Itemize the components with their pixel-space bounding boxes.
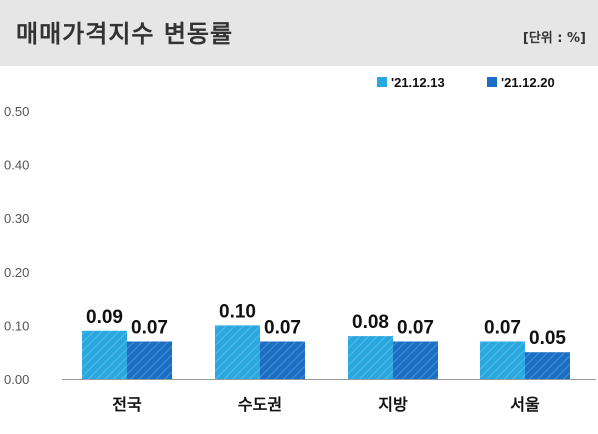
legend: '21.12.13 '21.12.20 <box>377 75 555 90</box>
bar-3-2 <box>393 341 438 379</box>
bar-2-2 <box>260 341 305 379</box>
x-axis: 전국 수도권 지방 서울 <box>62 379 596 414</box>
legend-swatch-1 <box>377 77 387 87</box>
chart-title: 매매가격지수 변동률 <box>16 20 234 48</box>
legend-label-2: '21.12.20 <box>501 75 555 90</box>
title-band <box>0 0 598 66</box>
data-label: 0.07 <box>131 317 168 338</box>
x-category-label: 서울 <box>510 395 540 414</box>
x-category-label: 지방 <box>378 395 408 414</box>
x-category-label: 전국 <box>112 395 142 414</box>
data-label: 0.08 <box>352 312 389 333</box>
y-tick-label: 0.50 <box>4 104 29 119</box>
y-axis: 0.00 0.10 0.20 0.30 0.40 0.50 <box>4 104 29 387</box>
bar-1-1 <box>82 330 127 379</box>
unit-label: [단위 : %] <box>522 31 586 46</box>
data-label: 0.07 <box>397 317 434 338</box>
data-label: 0.05 <box>529 328 566 349</box>
data-label: 0.10 <box>219 301 256 322</box>
bar-3-1 <box>348 336 393 379</box>
data-label: 0.07 <box>264 317 301 338</box>
y-tick-label: 0.40 <box>4 158 29 173</box>
data-label: 0.09 <box>86 307 123 328</box>
y-tick-label: 0.00 <box>4 372 29 387</box>
legend-label-1: '21.12.13 <box>391 75 445 90</box>
legend-swatch-2 <box>487 77 497 87</box>
data-label: 0.07 <box>484 317 521 338</box>
bar-4-1 <box>480 341 525 379</box>
y-tick-label: 0.20 <box>4 265 29 280</box>
bars <box>82 325 570 379</box>
y-tick-label: 0.30 <box>4 211 29 226</box>
bar-1-2 <box>127 341 172 379</box>
bar-2-1 <box>215 325 260 379</box>
data-labels: 0.09 0.07 0.10 0.07 0.08 0.07 0.07 0.05 <box>86 301 566 349</box>
bar-4-2 <box>525 352 570 379</box>
x-category-label: 수도권 <box>238 395 282 414</box>
y-tick-label: 0.10 <box>4 318 29 333</box>
